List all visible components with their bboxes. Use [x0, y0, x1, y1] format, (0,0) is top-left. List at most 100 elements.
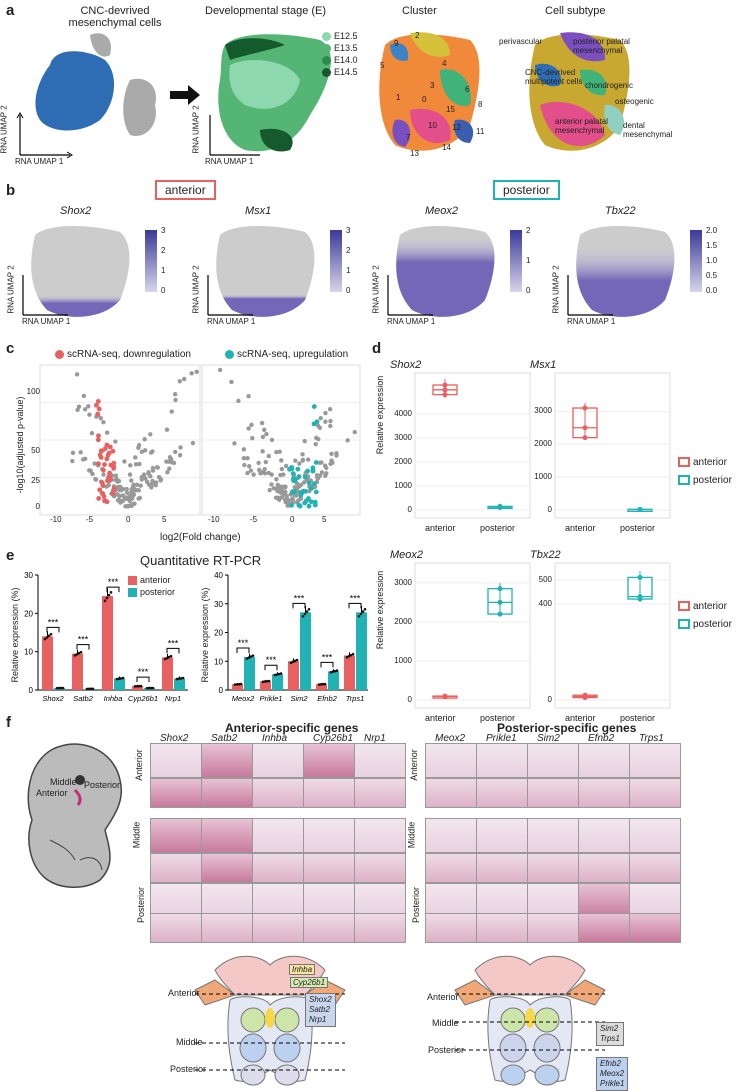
- volcano-point: [82, 407, 88, 412]
- qpcr-dot: [87, 687, 91, 691]
- qpcr-category-label: Trps1: [346, 694, 365, 703]
- volcano-point: [78, 450, 83, 455]
- ish-section-image: [527, 913, 579, 943]
- boxplot-point: [582, 692, 588, 698]
- volcano-point: [114, 477, 119, 482]
- volcano-point-down: [96, 461, 101, 467]
- volcano-point: [90, 471, 95, 477]
- feature-gene-title: Tbx22: [605, 205, 636, 217]
- feature-umap-expression: [576, 226, 675, 317]
- volcano-point: [132, 501, 137, 506]
- volcano-point: [277, 449, 282, 454]
- volcano-point: [87, 412, 92, 417]
- volcano-point-down: [111, 486, 117, 492]
- qpcr-sig-bracket: [320, 661, 334, 668]
- cluster-numbers: 2 9 5 4 1 3 0 6 15 8 10 12 11 7 13 14: [380, 31, 485, 158]
- ish-gene-header: Nrp1: [364, 733, 386, 744]
- boxplot-xtick: posterior: [480, 523, 516, 533]
- boxplot-svg: [554, 372, 671, 519]
- volcano-point-up: [297, 503, 303, 509]
- schematic-gene-inhba: Inhba: [289, 964, 316, 975]
- qpcr-sig-label: ***: [48, 617, 59, 627]
- qpcr-category-label: Cyp26b1: [128, 694, 158, 703]
- qpcr-dot: [149, 686, 153, 690]
- volcano-point: [248, 468, 254, 473]
- volcano-point: [328, 461, 333, 467]
- ish-section-image: [252, 818, 304, 853]
- qpcr-sig-label: ***: [108, 577, 119, 587]
- qpcr-bar: [316, 684, 327, 690]
- volcano-point-down: [98, 448, 104, 454]
- volcano-point: [129, 478, 134, 483]
- qpcr-bar: [132, 686, 143, 690]
- feature-colorbar: [510, 230, 522, 292]
- qpcr-dot: [317, 683, 321, 686]
- qpcr-ytick: 0: [29, 686, 34, 695]
- ish-section-image: [527, 778, 579, 808]
- volcano-point-down: [111, 460, 117, 466]
- boxplot-ytick: 2000: [394, 456, 412, 466]
- schematic-left-level-posterior: Posterior: [170, 1064, 207, 1074]
- volcano-point-down: [102, 462, 107, 467]
- volcano-point: [281, 492, 286, 497]
- volcano-point: [232, 441, 237, 446]
- volcano-point: [251, 472, 256, 477]
- panel-f-label: f: [6, 714, 11, 731]
- volcano-point: [141, 474, 147, 479]
- volcano-point-up: [295, 466, 301, 472]
- volcano-point: [142, 448, 148, 453]
- boxplot-point: [442, 382, 448, 388]
- ish-section-image: [476, 853, 528, 883]
- volcano-point-up: [296, 474, 302, 479]
- volcano-point: [104, 430, 110, 435]
- boxplot-title: Tbx22: [530, 549, 561, 561]
- ish-row-label: Posterior: [411, 886, 422, 924]
- boxplot-xtick: posterior: [620, 523, 656, 533]
- posterior-box-label: posterior: [493, 180, 560, 200]
- boxplot-title: Msx1: [530, 359, 557, 371]
- volcano-point: [302, 438, 307, 444]
- stage-legend-item: E12.5: [322, 30, 358, 42]
- feature-colorbar-tick: 2: [526, 226, 531, 235]
- ish-section-image: [201, 913, 253, 943]
- volcano-point: [276, 486, 281, 491]
- qpcr-dot: [279, 672, 283, 675]
- ish-section-image: [303, 778, 355, 808]
- feature-axis-y: RNA UMAP 2: [371, 265, 381, 314]
- volcano-point: [129, 503, 134, 509]
- volcano-point: [296, 484, 302, 489]
- volcano-point: [127, 498, 133, 504]
- ish-section-image: [252, 883, 304, 918]
- volcano-point-up: [313, 460, 319, 465]
- volcano-point: [300, 458, 305, 463]
- volcano-point-down: [98, 455, 104, 460]
- qpcr-dot: [291, 660, 295, 664]
- qpcr-dot: [265, 679, 269, 683]
- volcano-point: [313, 441, 318, 447]
- feature-umap: [396, 226, 495, 317]
- feature-colorbar-tick: 2: [161, 246, 166, 255]
- qpcr-dot: [45, 636, 49, 639]
- ish-section-image: [425, 913, 477, 943]
- schematic-gene-group-left: Shox2 Satb2 Nrp1: [305, 993, 336, 1027]
- ish-section-image: [150, 743, 202, 778]
- feature-axes: [567, 275, 613, 316]
- feature-axis-lines: [567, 275, 613, 316]
- ish-section-image: [578, 743, 630, 778]
- boxplot-ytick: 3000: [394, 577, 412, 587]
- boxplot-xtick: anterior: [565, 523, 596, 533]
- volcano-point: [266, 453, 271, 459]
- volcano-point: [133, 462, 139, 467]
- volcano-point: [150, 478, 155, 484]
- volcano-point: [250, 435, 255, 441]
- ish-section-image: [252, 853, 304, 883]
- feature-colorbar-tick: 0: [161, 286, 166, 295]
- volcano-point-up: [300, 488, 306, 494]
- boxplot-point: [582, 435, 588, 441]
- boxplot-point: [497, 611, 503, 617]
- volcano-point: [229, 379, 234, 385]
- qpcr-bar-charts: 30 20 10 0 *** Shox2 *** Satb2 *** Inhba *** Cyp26b…: [24, 571, 368, 703]
- volcano-point: [168, 457, 174, 462]
- ish-section-image: [303, 883, 355, 918]
- volcano-point: [301, 480, 307, 485]
